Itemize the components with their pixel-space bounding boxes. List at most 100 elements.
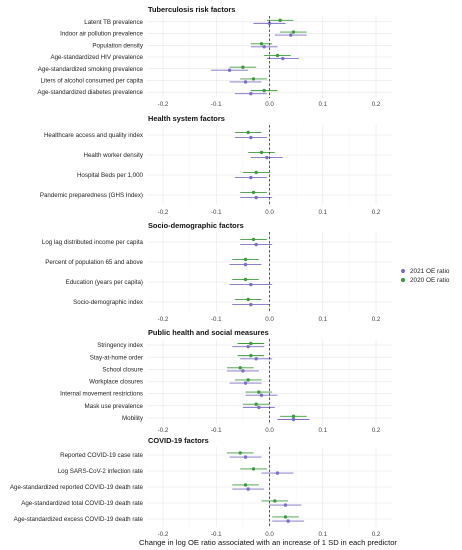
row-label: Workplace closures (89, 379, 143, 386)
row-label: Education (years per capita) (66, 279, 143, 286)
estimate-point-2021 (243, 381, 248, 385)
row-label: Mask use prevalence (85, 403, 144, 410)
x-tick-label: 0.1 (318, 316, 327, 323)
x-tick-label: -0.1 (211, 531, 222, 538)
estimate-point-2021 (275, 471, 280, 475)
row-label: Percent of population 65 and above (45, 259, 143, 266)
x-tick-label: 0.1 (318, 427, 327, 434)
row-label: Internal movement restrictions (60, 391, 143, 398)
estimate-point-2021 (259, 393, 264, 397)
estimate-point-2021 (243, 455, 248, 459)
row-label: Age-standardized diabetes prevalence (37, 89, 143, 96)
estimate-point-2020 (249, 353, 253, 358)
x-tick-label: 0.0 (265, 427, 274, 434)
x-tick-label: 0.2 (372, 209, 381, 216)
row-label: Age-standardized HIV prevalence (50, 54, 143, 61)
estimate-point-2021 (257, 405, 261, 410)
estimate-point-2021 (241, 369, 245, 373)
panel-title: Tuberculosis risk factors (148, 5, 235, 14)
estimate-point-2020 (251, 77, 256, 81)
panel-title: Public health and social measures (148, 328, 269, 337)
panel-title: Socio-demographic factors (148, 221, 244, 230)
x-tick-label: 0.2 (372, 101, 381, 108)
x-tick-label: 0.0 (265, 209, 274, 216)
legend-marker-2020 (400, 277, 406, 283)
estimate-point-2020 (283, 515, 288, 519)
estimate-point-2021 (249, 175, 253, 180)
estimate-point-2020 (278, 18, 282, 23)
row-label: School closure (102, 366, 143, 373)
estimate-point-2021 (286, 519, 290, 523)
estimate-point-2021 (243, 80, 248, 84)
estimate-point-2020 (275, 53, 280, 58)
estimate-point-2021 (246, 344, 250, 349)
estimate-point-2021 (243, 262, 248, 267)
row-label: Log lag distributed income per capita (42, 239, 144, 246)
x-tick-label: 0.2 (372, 427, 381, 434)
panel-title: COVID-19 factors (148, 436, 209, 445)
estimate-point-2020 (249, 341, 253, 346)
panel-covid-19-factors: COVID-19 factors -0.2 -0.1 0.0 0.1 0.2 Reporte… (10, 436, 392, 538)
estimate-point-2020 (246, 297, 250, 302)
estimate-point-2021 (227, 68, 232, 72)
x-tick-label: 0.1 (318, 209, 327, 216)
estimate-point-2021 (254, 242, 258, 247)
estimate-point-2020 (259, 42, 264, 46)
row-label: Health worker density (84, 152, 144, 159)
x-tick-label: -0.1 (211, 101, 222, 108)
legend-label-2020: 2020 OE ratio (410, 277, 450, 284)
estimate-point-2021 (249, 302, 253, 307)
estimate-point-2020 (243, 277, 248, 282)
estimate-point-2020 (246, 378, 250, 382)
x-axis-title: Change in log OE ratio associated with a… (139, 538, 397, 547)
estimate-point-2020 (262, 88, 266, 93)
estimate-point-2020 (251, 467, 256, 471)
row-label: Socio-demographic index (73, 299, 144, 306)
row-label: Latent TB prevalence (84, 19, 143, 26)
row-label: Age-standardized reported COVID-19 death… (10, 484, 144, 491)
legend-marker-2021 (400, 268, 406, 274)
row-label: Log SARS-CoV-2 infection rate (58, 468, 144, 475)
row-label: Population density (92, 42, 143, 49)
row-label: Pandemic preparedness (GHS Index) (40, 192, 143, 199)
estimate-point-2021 (281, 56, 285, 61)
x-tick-label: 0.2 (372, 316, 381, 323)
row-label: Reported COVID-19 case rate (60, 452, 143, 459)
estimate-point-2021 (249, 91, 253, 96)
panel-socio-demographic-factors: Socio-demographic factors -0.2 -0.1 0.0 0.1 0… (42, 221, 392, 323)
row-label: Stay-at-home order (90, 354, 143, 361)
estimate-point-2020 (243, 257, 248, 262)
estimate-point-2021 (265, 155, 269, 160)
estimate-point-2020 (259, 150, 264, 155)
x-tick-label: -0.2 (158, 209, 169, 216)
row-label: Healthcare access and quality index (44, 132, 144, 139)
estimate-point-2021 (262, 45, 266, 49)
legend: 2021 OE ratio 2020 OE ratio (400, 268, 450, 284)
x-tick-label: -0.1 (211, 316, 222, 323)
estimate-point-2020 (273, 499, 277, 503)
row-label: Stringency index (97, 342, 144, 349)
x-tick-label: 0.2 (372, 531, 381, 538)
estimate-point-2021 (254, 195, 258, 200)
panel-public-health-and-social-measures: Public health and social measures -0.2 -0.… (60, 328, 392, 434)
estimate-point-2020 (291, 30, 296, 34)
x-tick-label: -0.1 (211, 427, 222, 434)
estimate-point-2021 (283, 503, 288, 507)
legend-label-2021: 2021 OE ratio (410, 268, 450, 275)
estimate-point-2020 (238, 451, 242, 455)
panel-tuberculosis-risk-factors: Tuberculosis risk factors -0.2 -0.1 0.0 0.1 0… (37, 5, 392, 108)
row-label: Liters of alcohol consumed per capita (41, 78, 144, 85)
row-label: Indoor air pollution prevalence (60, 31, 143, 38)
estimate-point-2020 (254, 402, 258, 406)
estimate-point-2021 (254, 357, 258, 361)
estimate-point-2020 (251, 190, 256, 195)
estimate-point-2020 (243, 483, 248, 487)
estimate-point-2021 (291, 417, 296, 422)
x-tick-label: -0.2 (158, 316, 169, 323)
x-tick-label: 0.1 (318, 101, 327, 108)
x-tick-label: -0.1 (211, 209, 222, 216)
x-tick-label: 0.0 (265, 531, 274, 538)
panel-title: Health system factors (148, 114, 225, 123)
x-tick-label: -0.2 (158, 427, 169, 434)
